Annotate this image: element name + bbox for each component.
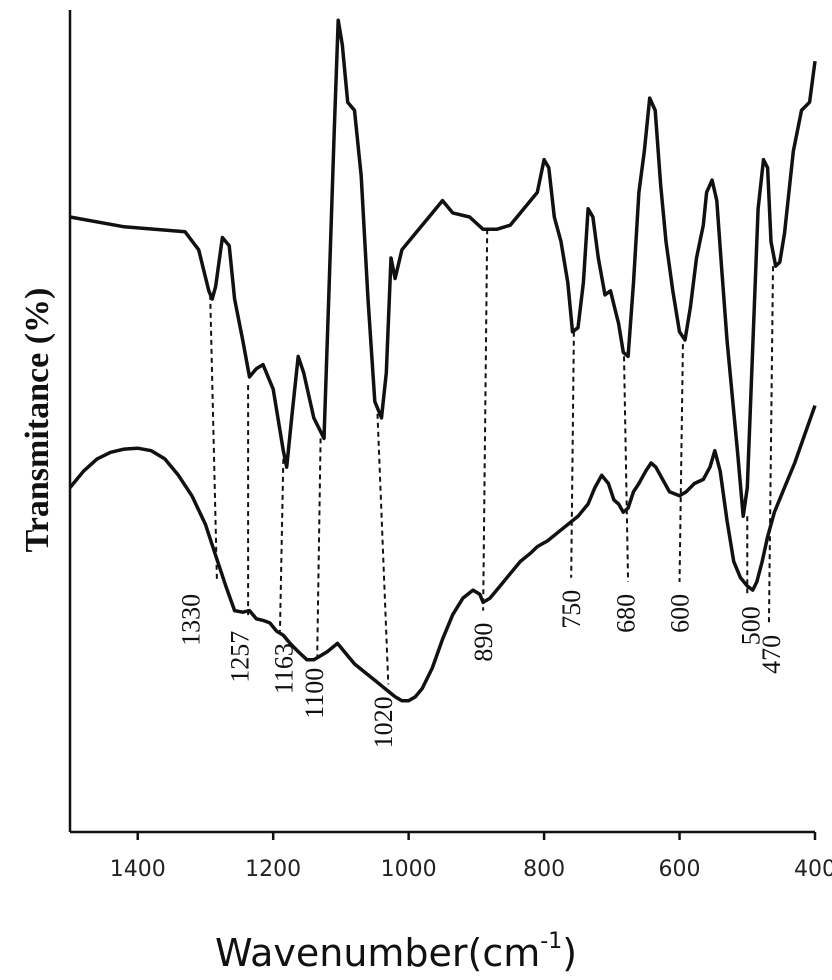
peak-guides xyxy=(209,229,775,685)
peak-label: 1020 xyxy=(369,696,398,748)
spectrum-upper-line xyxy=(69,18,817,519)
peak-guide-line xyxy=(209,294,218,582)
peak-label: 500 xyxy=(737,606,766,645)
x-tick-label: 800 xyxy=(523,857,565,882)
peak-label: 890 xyxy=(469,623,498,662)
y-axis-label: Transmitance (%) xyxy=(19,288,56,553)
peak-label: 470 xyxy=(757,635,786,674)
peak-guide-line xyxy=(623,356,630,582)
spectra xyxy=(68,18,817,703)
peak-label: 600 xyxy=(666,594,695,633)
peak-guide-line xyxy=(376,413,390,685)
x-tick-label: 600 xyxy=(659,857,701,882)
x-tick-label: 1200 xyxy=(245,857,301,882)
x-ticks: 1400 1200 1000 800 600 400 xyxy=(110,832,832,882)
peak-label: 1163 xyxy=(269,643,298,694)
x-tick-label: 400 xyxy=(794,857,832,882)
peak-label: 1257 xyxy=(225,631,254,683)
x-axis-label: Wavenumber(cm-1) xyxy=(215,929,577,975)
peak-guide-line xyxy=(767,266,775,623)
x-tick-label: 1000 xyxy=(381,857,437,882)
peak-guide-line xyxy=(316,438,322,656)
x-tick-label: 1400 xyxy=(110,857,166,882)
peak-label: 750 xyxy=(557,590,586,629)
peak-label: 1100 xyxy=(300,668,329,719)
peak-guide-line xyxy=(278,458,285,632)
spectrum-lower-line xyxy=(68,405,817,703)
axes xyxy=(68,10,815,834)
peak-guide-line xyxy=(678,344,684,582)
peak-label: 1330 xyxy=(177,594,206,646)
peak-guide-line xyxy=(570,331,575,578)
peak-guide-line xyxy=(482,229,489,611)
peak-label: 680 xyxy=(611,594,640,633)
